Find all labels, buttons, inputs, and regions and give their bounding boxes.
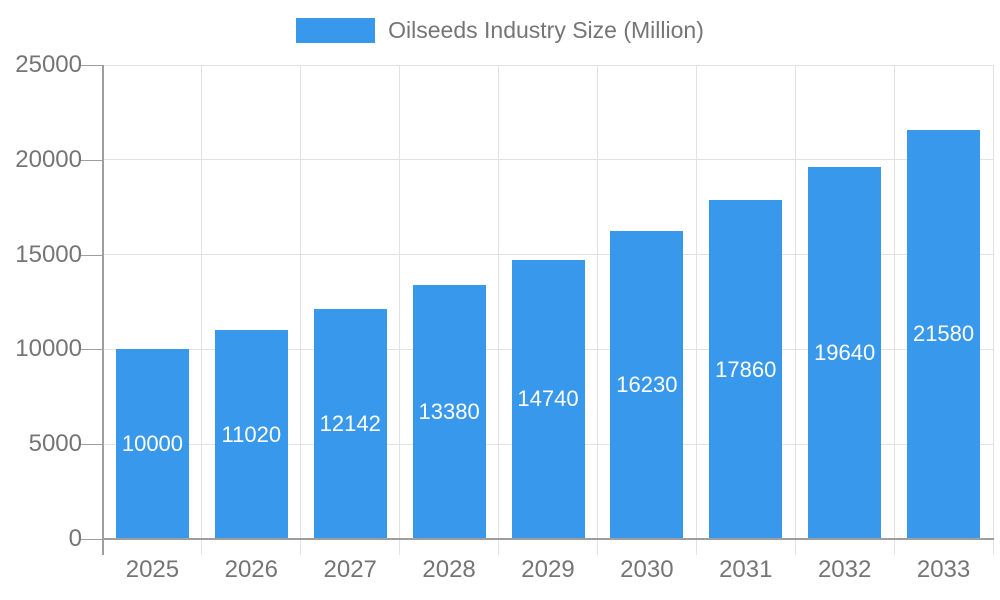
bar-value-label: 19640 (814, 339, 876, 365)
bar-value-label: 14740 (517, 386, 579, 412)
bar[interactable]: 10000 (115, 349, 189, 539)
x-tick-label: 2025 (125, 556, 180, 583)
bar[interactable]: 21580 (907, 129, 981, 539)
y-axis-tick (79, 539, 103, 540)
y-axis-tick (79, 349, 103, 351)
gridline-vertical (992, 65, 994, 555)
legend-swatch (296, 17, 376, 43)
gridline-vertical (201, 65, 203, 555)
gridline-vertical (893, 65, 895, 555)
bar-value-label: 11020 (221, 421, 282, 447)
y-tick-label: 0 (68, 525, 82, 552)
gridline-vertical (300, 65, 302, 555)
bar-value-label: 16230 (616, 372, 678, 398)
bar[interactable]: 12142 (313, 308, 387, 539)
x-tick-label: 2033 (916, 556, 971, 583)
bar[interactable]: 13380 (412, 285, 486, 539)
y-tick-label: 25000 (15, 51, 82, 78)
x-tick-label: 2030 (620, 556, 674, 583)
gridline-vertical (596, 65, 598, 555)
gridline-vertical (695, 65, 697, 555)
y-tick-label: 15000 (15, 240, 82, 268)
y-tick-label: 10000 (15, 335, 82, 363)
y-axis-tick (79, 65, 103, 66)
gridline-vertical (794, 65, 796, 555)
bar-value-label: 12142 (319, 410, 381, 436)
y-axis-tick (79, 444, 103, 446)
x-tick-label: 2028 (422, 556, 476, 583)
gridline-horizontal (103, 64, 993, 66)
legend-label: Oilseeds Industry Size (Million) (388, 16, 704, 43)
y-tick-label: 20000 (15, 145, 82, 173)
bar[interactable]: 16230 (610, 231, 684, 539)
legend[interactable]: Oilseeds Industry Size (Million) (0, 16, 1000, 44)
bar-value-label: 17860 (715, 356, 777, 382)
y-axis-tick (79, 254, 103, 256)
bar[interactable]: 14740 (511, 259, 585, 539)
bar-value-label: 21580 (912, 321, 975, 347)
gridline-horizontal (103, 159, 993, 161)
gridline-vertical (498, 65, 500, 555)
gridline-vertical (399, 65, 401, 555)
gridline-horizontal (103, 254, 993, 256)
bar[interactable]: 17860 (709, 200, 783, 539)
x-tick-label: 2027 (323, 556, 377, 583)
x-tick-label: 2032 (817, 556, 872, 583)
bar[interactable]: 19640 (808, 166, 882, 539)
x-tick-label: 2029 (521, 556, 575, 583)
y-axis-tick (79, 159, 103, 161)
bar-value-label: 13380 (418, 399, 480, 425)
plot-area: 10000 11020 12142 13380 14740 16230 17860 19640… (103, 64, 994, 555)
x-tick-label: 2026 (224, 556, 278, 583)
x-tick-label: 2031 (719, 556, 773, 583)
y-tick-label: 5000 (28, 430, 82, 458)
x-axis-line (103, 538, 994, 540)
y-axis-line (102, 65, 104, 555)
bar-value-label: 10000 (121, 431, 184, 457)
bar[interactable]: 11020 (214, 330, 288, 539)
